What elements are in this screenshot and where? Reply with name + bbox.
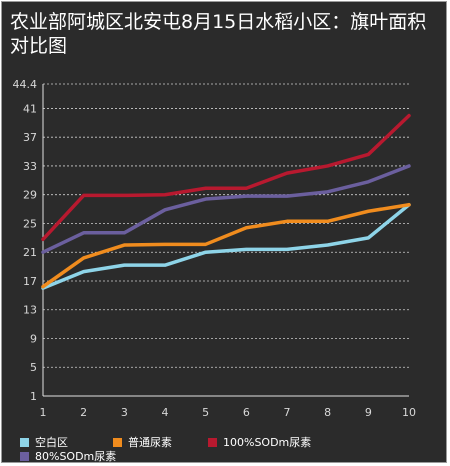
legend-label: 80%SODm尿素 [35,450,117,463]
legend-swatch [113,437,122,447]
axes: 1 5 9 13 17 21 25 29 33 37 41 44.4 1 2 3 4 5 6 7 8 9 10 [13,78,417,419]
x-tick-label: 1 [40,406,47,419]
series-line [41,203,411,290]
x-tick-label: 10 [402,406,416,419]
legend-swatch [20,437,29,447]
legend-item: 80%SODm尿素 [20,448,116,464]
legend-item: 空白区 [20,434,68,450]
legend-item: 100%SODm尿素 [208,434,311,450]
series-lines [41,113,411,290]
x-tick-label: 6 [243,406,250,419]
legend-label: 普通尿素 [128,436,172,449]
y-tick-label: 5 [30,361,37,374]
y-tick-label: 41 [23,102,37,115]
y-tick-label: 29 [23,189,37,202]
y-tick-label: 17 [23,275,37,288]
series-line [41,113,411,242]
legend-label: 空白区 [35,436,68,449]
x-tick-label: 5 [202,406,209,419]
grid-lines [43,83,409,368]
y-tick-label: 25 [23,217,37,230]
x-tick-label: 9 [365,406,372,419]
x-tick-label: 7 [284,406,291,419]
legend-label: 100%SODm尿素 [223,436,312,449]
y-tick-label: 13 [23,304,37,317]
legend-swatch [208,437,217,447]
x-tick-label: 3 [121,406,128,419]
y-tick-label: 44.4 [13,78,38,91]
y-tick-label: 37 [23,131,37,144]
x-tick-label: 4 [162,406,169,419]
y-tick-label: 33 [23,160,37,173]
legend-swatch [20,451,29,461]
y-tick-label: 21 [23,246,37,259]
series-line [41,203,411,289]
legend-item: 普通尿素 [113,434,172,450]
x-tick-label: 8 [324,406,331,419]
y-tick-label: 1 [30,390,37,403]
chart-title: 农业部阿城区北安屯8月15日水稻小区：旗叶面积对比图 [10,11,427,57]
x-tick-label: 2 [80,406,87,419]
series-line [41,164,411,254]
y-tick-label: 9 [30,332,37,345]
